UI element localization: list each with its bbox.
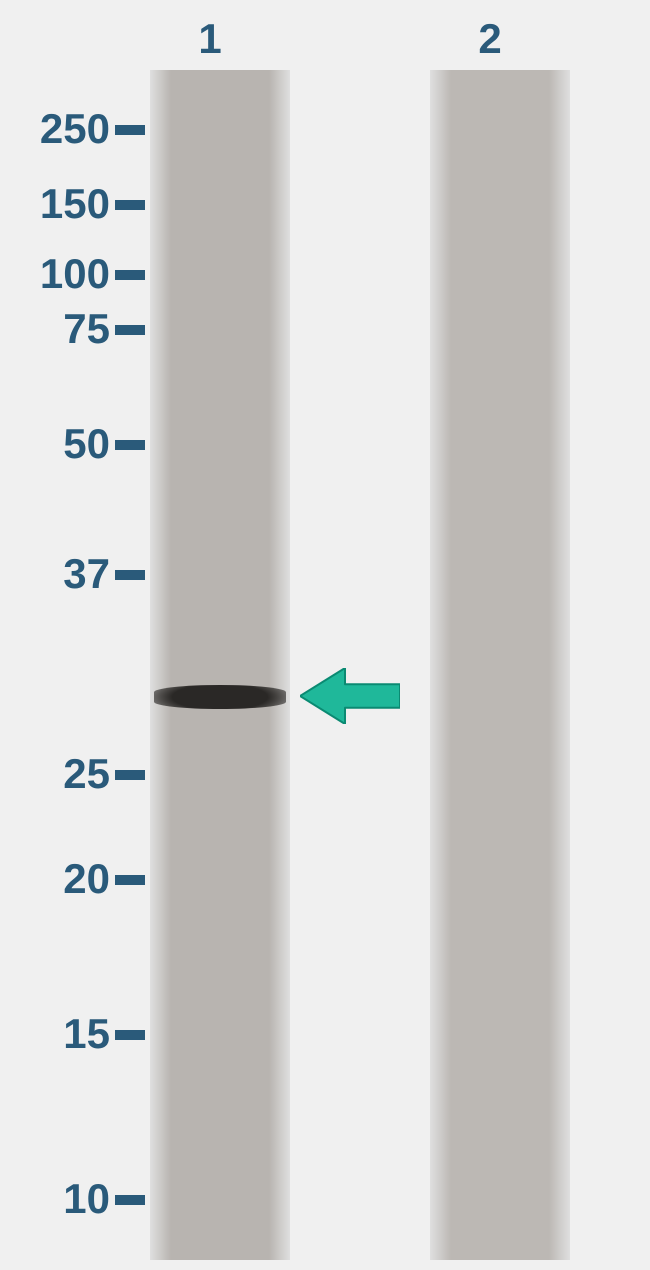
marker-label: 37 bbox=[63, 550, 110, 598]
marker-label: 10 bbox=[63, 1175, 110, 1223]
lane-1-label: 1 bbox=[180, 15, 240, 63]
band bbox=[154, 685, 286, 709]
marker-label: 15 bbox=[63, 1010, 110, 1058]
marker-tick bbox=[115, 440, 145, 450]
marker-label: 25 bbox=[63, 750, 110, 798]
marker-tick bbox=[115, 770, 145, 780]
marker-label: 250 bbox=[40, 105, 110, 153]
marker-label: 100 bbox=[40, 250, 110, 298]
marker-label: 75 bbox=[63, 305, 110, 353]
marker-tick bbox=[115, 200, 145, 210]
lane-1 bbox=[150, 70, 290, 1260]
marker-tick bbox=[115, 1195, 145, 1205]
marker-label: 50 bbox=[63, 420, 110, 468]
arrow-icon bbox=[300, 668, 400, 724]
marker-tick bbox=[115, 270, 145, 280]
lane-2-label: 2 bbox=[460, 15, 520, 63]
marker-tick bbox=[115, 570, 145, 580]
marker-tick bbox=[115, 1030, 145, 1040]
blot-figure: 1 2 250 150 100 75 50 37 25 20 15 10 bbox=[0, 0, 650, 1270]
marker-tick bbox=[115, 325, 145, 335]
lane-2 bbox=[430, 70, 570, 1260]
marker-label: 150 bbox=[40, 180, 110, 228]
pointer-arrow bbox=[300, 668, 400, 724]
marker-label: 20 bbox=[63, 855, 110, 903]
marker-tick bbox=[115, 125, 145, 135]
marker-tick bbox=[115, 875, 145, 885]
